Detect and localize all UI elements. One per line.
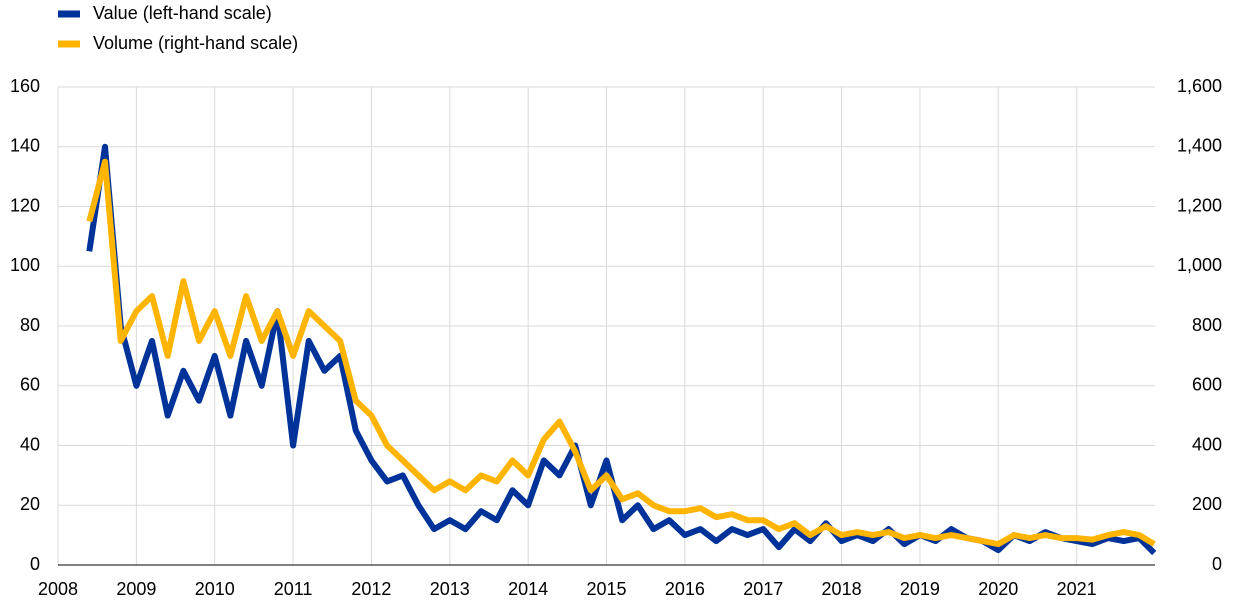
x-tick-label: 2009 xyxy=(116,579,156,599)
x-tick-label: 2019 xyxy=(900,579,940,599)
y2-tick-label: 1,400 xyxy=(1177,136,1222,156)
y-tick-label: 40 xyxy=(20,434,40,454)
legend-label: Volume (right-hand scale) xyxy=(93,33,298,53)
y2-tick-label: 200 xyxy=(1192,494,1222,514)
legend-label: Value (left-hand scale) xyxy=(93,3,272,23)
x-tick-label: 2018 xyxy=(822,579,862,599)
x-tick-label: 2017 xyxy=(743,579,783,599)
x-tick-label: 2012 xyxy=(351,579,391,599)
y2-tick-label: 400 xyxy=(1192,434,1222,454)
y-tick-label: 20 xyxy=(20,494,40,514)
x-tick-label: 2011 xyxy=(274,579,313,599)
y2-tick-label: 600 xyxy=(1192,375,1222,395)
y-tick-label: 100 xyxy=(10,255,40,275)
y2-tick-label: 0 xyxy=(1212,554,1222,574)
y-tick-label: 80 xyxy=(20,315,40,335)
y-tick-label: 60 xyxy=(20,375,40,395)
x-tick-label: 2016 xyxy=(665,579,705,599)
x-tick-label: 2008 xyxy=(38,579,78,599)
y2-tick-label: 1,000 xyxy=(1177,255,1222,275)
y2-tick-label: 1,200 xyxy=(1177,195,1222,215)
series-line xyxy=(86,158,1156,548)
y2-tick-label: 800 xyxy=(1192,315,1222,335)
series-line xyxy=(86,143,1157,556)
x-tick-label: 2021 xyxy=(1057,579,1097,599)
y-tick-label: 140 xyxy=(10,136,40,156)
x-tick-label: 2015 xyxy=(586,579,626,599)
y2-tick-label: 1,600 xyxy=(1177,76,1222,96)
x-tick-label: 2013 xyxy=(430,579,470,599)
x-tick-label: 2014 xyxy=(508,579,548,599)
y-tick-label: 0 xyxy=(30,554,40,574)
y-tick-label: 160 xyxy=(10,76,40,96)
y-tick-label: 120 xyxy=(10,195,40,215)
x-tick-label: 2020 xyxy=(978,579,1018,599)
x-tick-label: 2010 xyxy=(195,579,235,599)
